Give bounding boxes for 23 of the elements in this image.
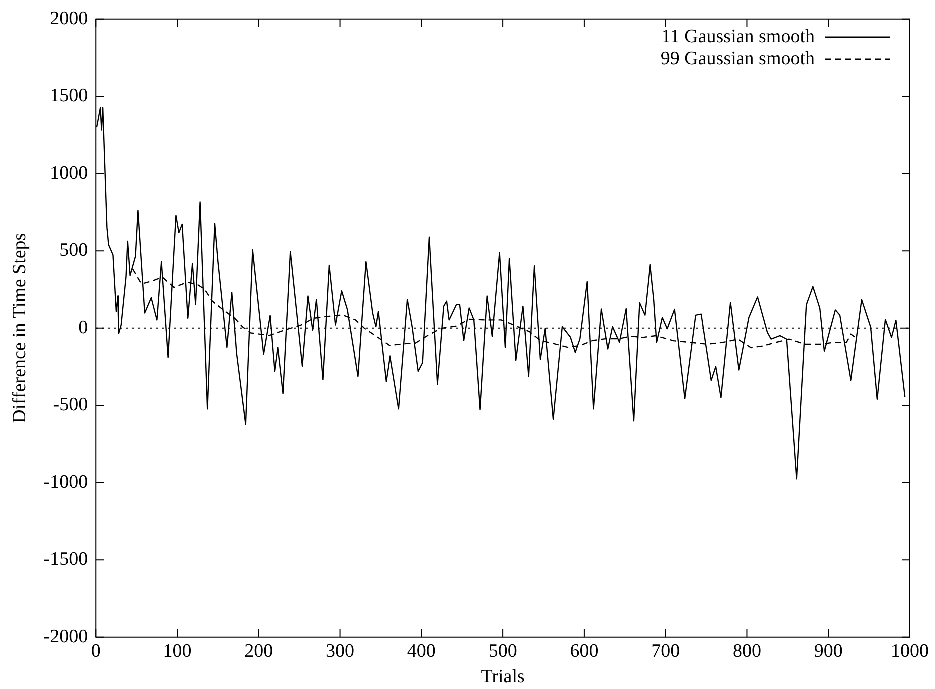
x-tick-label: 600 bbox=[570, 640, 599, 662]
y-tick-label: 1500 bbox=[50, 86, 88, 107]
y-tick-label: -1500 bbox=[44, 549, 88, 570]
x-tick-label: 200 bbox=[244, 640, 274, 662]
y-tick-label: -2000 bbox=[44, 626, 88, 648]
x-tick-label: 500 bbox=[488, 640, 518, 662]
y-tick-label: -1000 bbox=[44, 472, 88, 493]
y-axis-title: Difference in Time Steps bbox=[9, 233, 30, 424]
x-axis-title: Trials bbox=[481, 666, 525, 688]
x-tick-label: 900 bbox=[814, 640, 843, 662]
y-tick-label: 2000 bbox=[50, 8, 88, 30]
legend-label: 11 Gaussian smooth bbox=[662, 26, 816, 48]
y-tick-label: 0 bbox=[78, 317, 88, 338]
legend-label: 99 Gaussian smooth bbox=[660, 48, 816, 70]
x-tick-label: 700 bbox=[652, 640, 680, 662]
y-tick-label: 1000 bbox=[50, 162, 88, 184]
x-tick-label: 100 bbox=[163, 640, 192, 662]
x-tick-label: 1000 bbox=[891, 640, 929, 662]
y-tick-label: -500 bbox=[53, 394, 88, 416]
y-tick-label: 500 bbox=[60, 240, 88, 262]
x-tick-label: 800 bbox=[732, 640, 762, 662]
x-tick-label: 300 bbox=[326, 640, 355, 662]
x-tick-label: 400 bbox=[407, 640, 436, 662]
